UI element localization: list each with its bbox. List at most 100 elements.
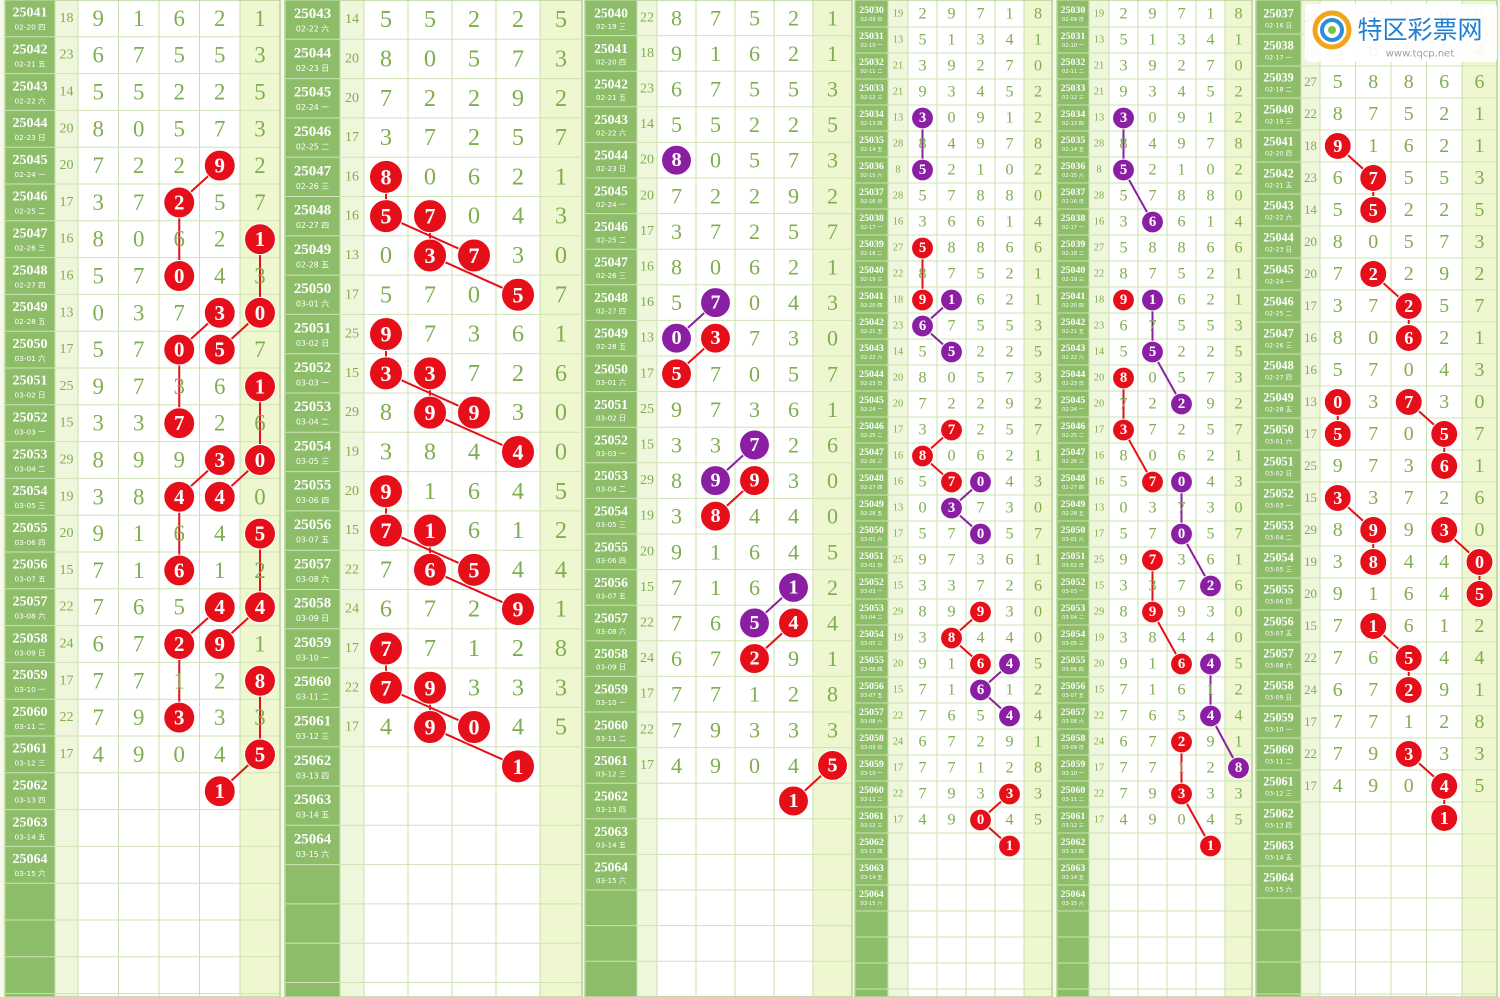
digit: 8 [918, 604, 926, 621]
digit: 8 [1119, 604, 1127, 621]
issue-number: 25060 [13, 705, 48, 720]
digit: 2 [468, 6, 480, 33]
digit-sum: 29 [640, 473, 654, 488]
digit-sum: 17 [1094, 815, 1104, 826]
digit: 2 [1234, 682, 1242, 699]
digit: 4 [788, 753, 799, 778]
digit: 2 [174, 153, 185, 178]
issue-number: 25054 [1263, 551, 1293, 565]
highlight-circle [244, 296, 276, 329]
digit: 1 [947, 32, 955, 49]
issue-number: 25050 [859, 525, 884, 536]
highlight-circle [1141, 548, 1164, 572]
circled-digit: 9 [425, 400, 436, 425]
issue-date: 03-09 日 [14, 648, 45, 657]
digit-sum: 13 [893, 503, 903, 514]
digit: 7 [710, 77, 721, 102]
issue-date: 02-26 三 [296, 182, 329, 191]
highlight-circle [1323, 388, 1352, 416]
highlight-circle [203, 149, 236, 182]
issue-number: 25044 [294, 45, 332, 61]
digit: 5 [555, 6, 567, 33]
issue-date: 02-26 三 [1062, 458, 1084, 465]
highlight-circle [1430, 772, 1459, 800]
digit-sum: 15 [60, 416, 74, 431]
issue-number: 25052 [294, 360, 331, 376]
digit: 7 [1368, 679, 1378, 701]
issue-number: 25060 [1263, 743, 1293, 757]
digit: 2 [512, 635, 524, 662]
highlight-circle [163, 333, 196, 366]
issue-date: 03-08 六 [861, 717, 883, 725]
issue-number: 25047 [1061, 447, 1086, 458]
issue-date: 03-03 一 [14, 428, 46, 437]
issue-date: 03-01 六 [1265, 437, 1293, 446]
digit: 1 [1005, 110, 1013, 127]
digit: 6 [93, 632, 104, 657]
digit: 2 [512, 163, 524, 190]
digit-sum: 16 [345, 169, 359, 184]
digit: 3 [1034, 786, 1042, 803]
circled-digit: 8 [255, 669, 265, 693]
issue-date: 03-06 四 [296, 496, 329, 505]
highlight-circle [911, 106, 934, 130]
issue-date: 03-12 三 [596, 769, 626, 778]
digit: 8 [1206, 188, 1214, 205]
digit-sum: 17 [345, 287, 359, 302]
circled-digit: 7 [469, 243, 480, 268]
digit: 4 [918, 812, 926, 829]
digit: 3 [788, 717, 799, 742]
issue-date: 02-27 四 [1265, 374, 1292, 382]
issue-date: 02-19 三 [861, 276, 883, 283]
digit: 1 [1206, 6, 1214, 23]
highlight-circle [412, 199, 448, 234]
digit: 6 [1475, 71, 1485, 93]
digit: 0 [1404, 423, 1414, 445]
digit: 3 [254, 705, 265, 730]
digit: 7 [1333, 647, 1343, 669]
digit-sum: 15 [893, 581, 903, 592]
digit: 1 [555, 321, 567, 348]
digit: 6 [254, 411, 265, 436]
digit: 1 [827, 646, 838, 671]
digit: 5 [1333, 71, 1343, 93]
digit: 9 [671, 41, 682, 66]
digit: 8 [1119, 136, 1127, 153]
digit: 7 [947, 188, 955, 205]
issue-number: 25064 [594, 860, 628, 875]
circled-digit: 5 [469, 557, 480, 582]
issue-number: 25058 [13, 631, 48, 646]
highlight-circle [1359, 260, 1388, 288]
digit-sum: 22 [345, 680, 359, 695]
digit: 8 [671, 5, 682, 30]
circled-digit: 9 [1120, 292, 1127, 308]
circled-digit: 8 [710, 505, 720, 527]
issue-number: 25060 [1061, 785, 1086, 796]
issue-number: 25056 [13, 558, 48, 573]
issue-date: 02-18 二 [1062, 251, 1084, 257]
digit-sum: 20 [640, 544, 654, 559]
issue-date: 02-11 二 [861, 69, 883, 75]
circled-digit: 1 [1440, 808, 1449, 828]
digit-sum: 27 [1094, 243, 1104, 254]
digit: 1 [827, 5, 838, 30]
digit-sum: 23 [60, 48, 74, 63]
digit: 1 [214, 558, 225, 583]
digit: 6 [749, 255, 760, 280]
digit: 5 [1206, 84, 1214, 101]
digit: 8 [1333, 231, 1343, 253]
issue-number: 25051 [1061, 551, 1086, 562]
issue-number: 25054 [294, 438, 332, 454]
digit-sum: 15 [893, 685, 903, 696]
issue-date: 02-26 三 [596, 271, 626, 280]
issue-date: 02-19 三 [596, 22, 626, 31]
digit-sum: 14 [1094, 347, 1105, 358]
digit: 3 [1148, 578, 1156, 595]
digit: 6 [1404, 135, 1414, 157]
digit-sum: 19 [1304, 555, 1317, 569]
digit: 5 [1206, 318, 1214, 335]
digit-sum: 22 [893, 269, 903, 280]
digit: 1 [710, 575, 721, 600]
issue-date: 03-10 一 [1265, 726, 1293, 734]
digit: 0 [947, 448, 955, 465]
